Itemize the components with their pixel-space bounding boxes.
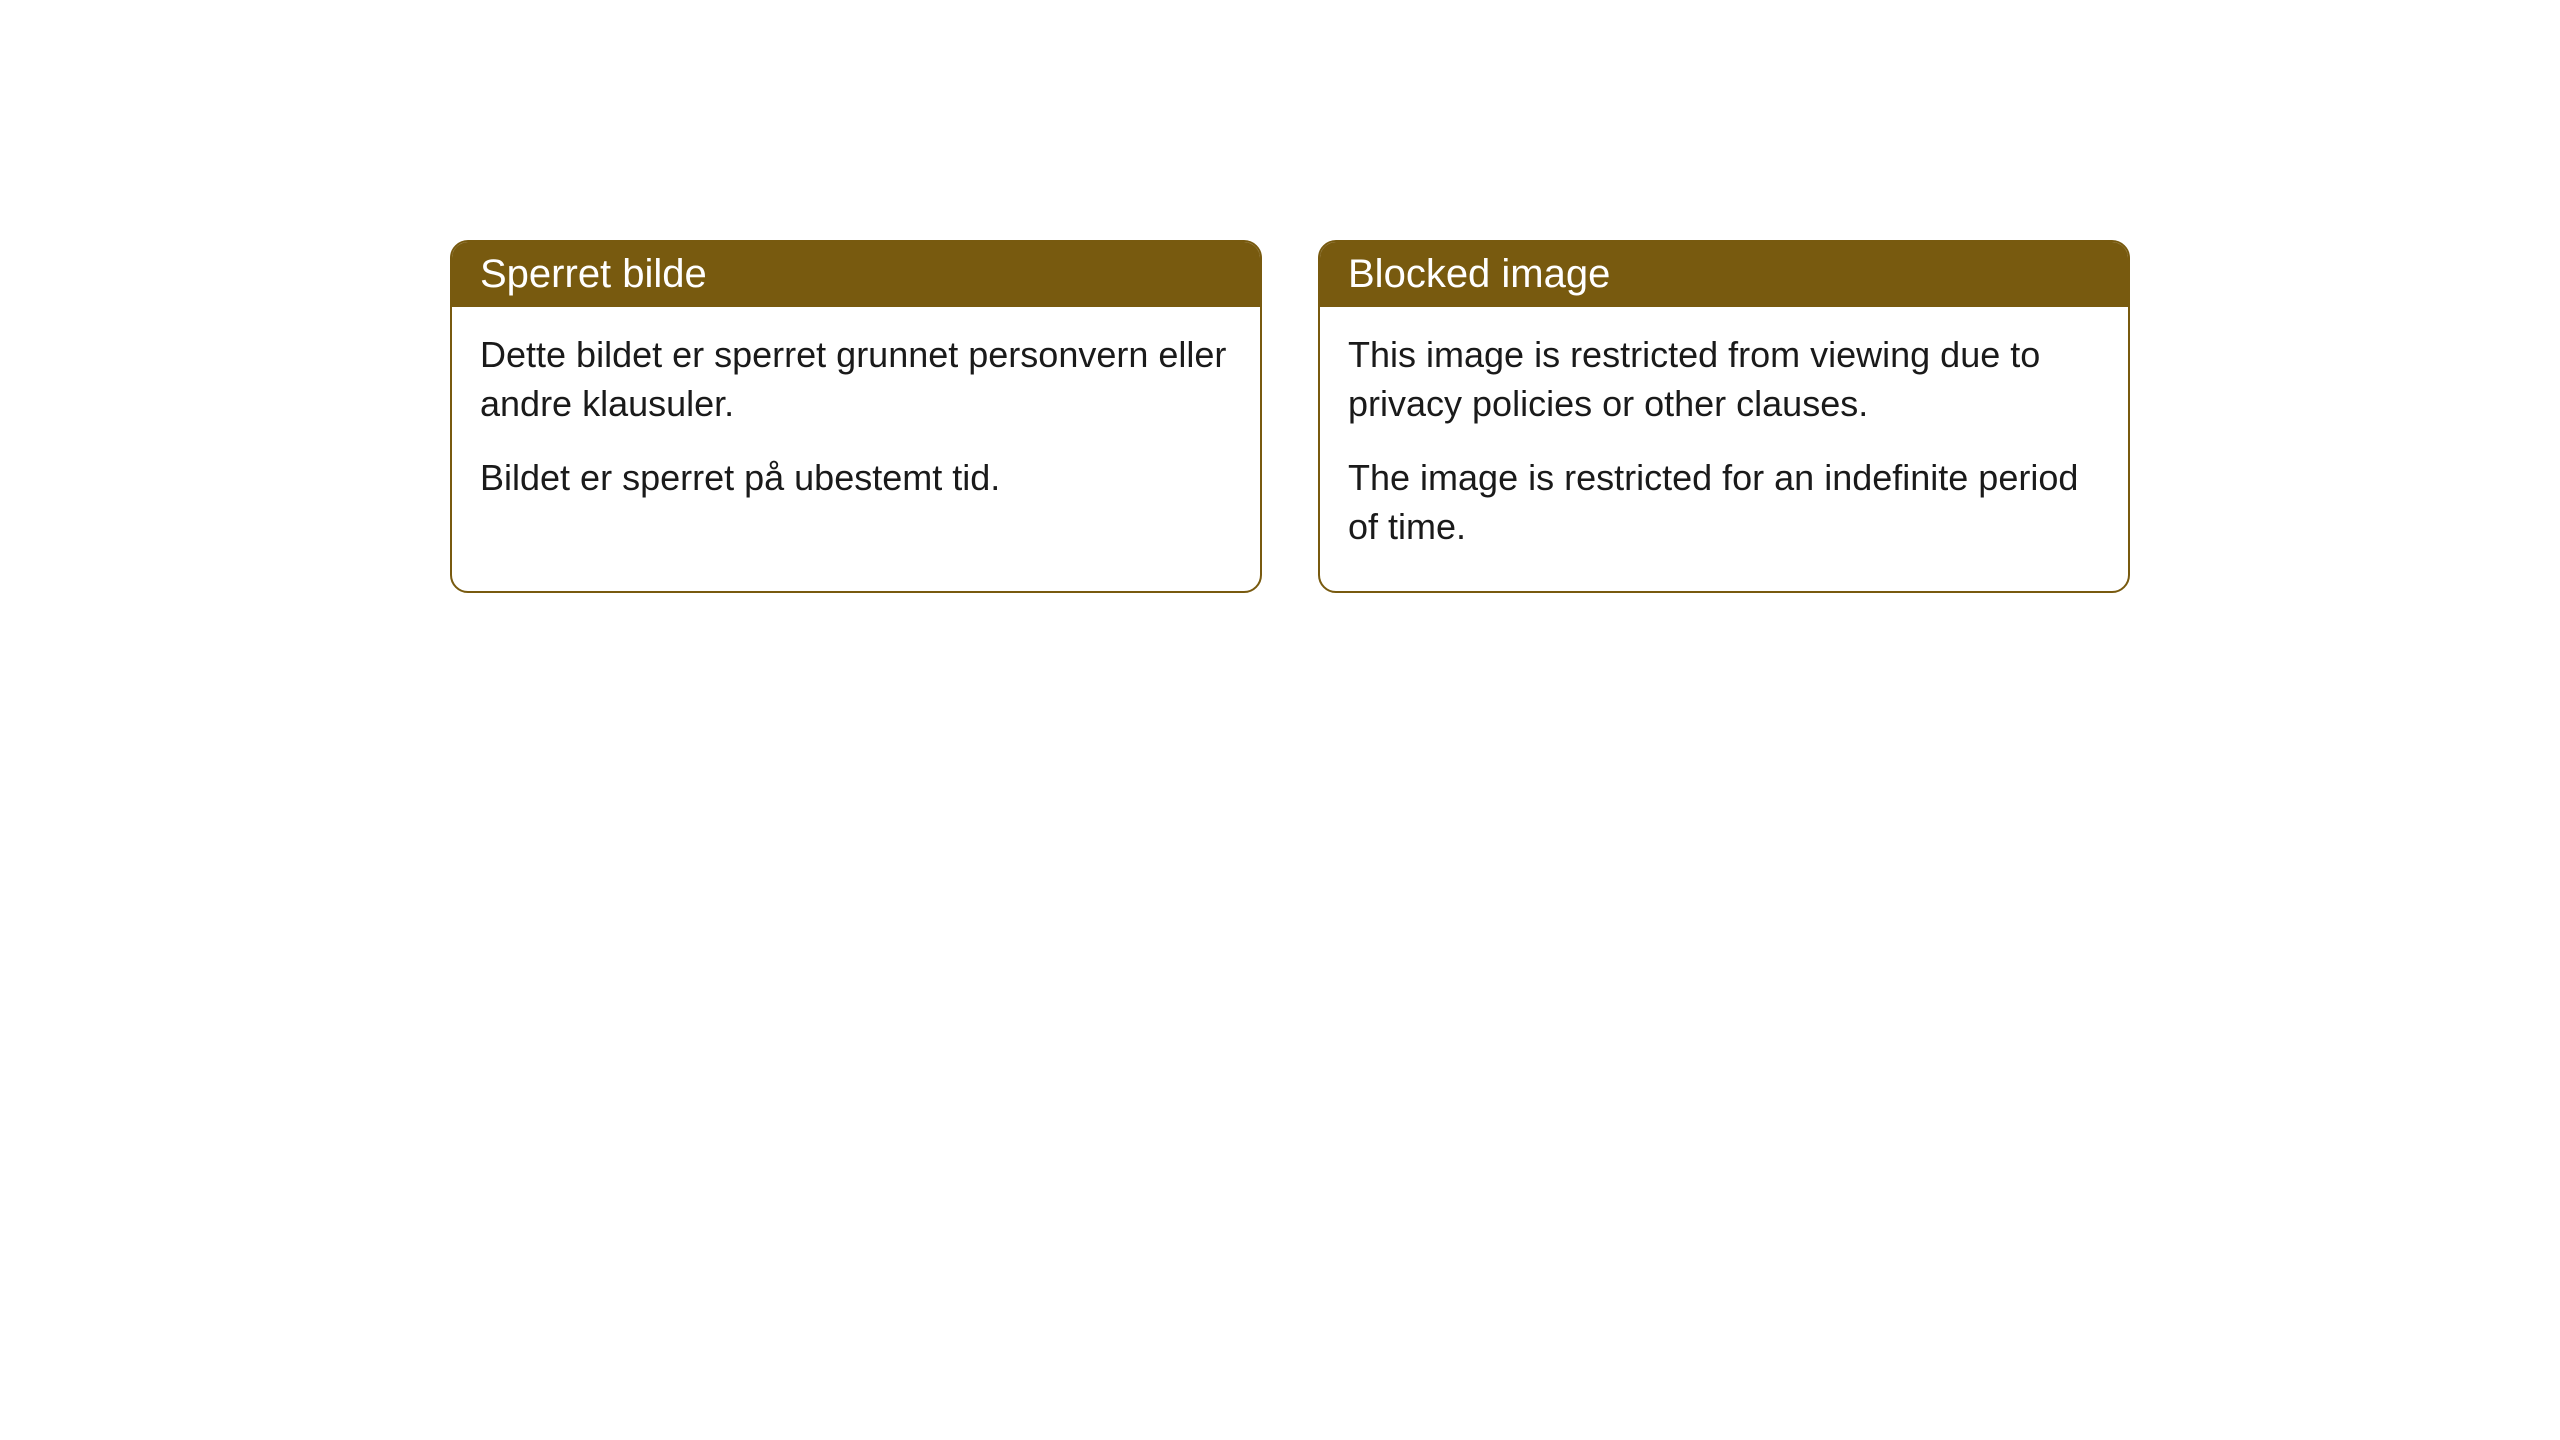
card-english: Blocked image This image is restricted f… <box>1318 240 2130 593</box>
card-body-no: Dette bildet er sperret grunnet personve… <box>452 307 1260 543</box>
card-header-no: Sperret bilde <box>452 242 1260 307</box>
card-para2-no: Bildet er sperret på ubestemt tid. <box>480 454 1232 503</box>
card-title-en: Blocked image <box>1348 252 1610 296</box>
card-norwegian: Sperret bilde Dette bildet er sperret gr… <box>450 240 1262 593</box>
card-para1-no: Dette bildet er sperret grunnet personve… <box>480 331 1232 428</box>
card-body-en: This image is restricted from viewing du… <box>1320 307 2128 591</box>
card-para1-en: This image is restricted from viewing du… <box>1348 331 2100 428</box>
card-title-no: Sperret bilde <box>480 252 707 296</box>
card-header-en: Blocked image <box>1320 242 2128 307</box>
cards-container: Sperret bilde Dette bildet er sperret gr… <box>450 240 2130 593</box>
card-para2-en: The image is restricted for an indefinit… <box>1348 454 2100 551</box>
